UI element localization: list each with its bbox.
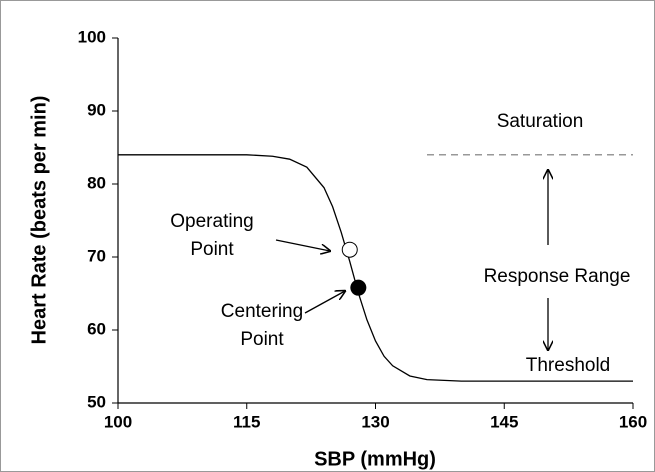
annotation: Saturation <box>497 111 584 132</box>
centering-point <box>350 279 367 296</box>
x-tick-label: 160 <box>619 412 647 431</box>
annotation: Threshold <box>526 355 611 376</box>
annotation: Operating <box>170 211 253 232</box>
y-axis-title: Heart Rate (beats per min) <box>28 96 50 345</box>
y-tick-label: 60 <box>87 319 106 338</box>
arrow <box>275 239 330 251</box>
x-axis-title: SBP (mmHg) <box>314 448 436 470</box>
operating-point <box>341 241 358 258</box>
y-tick-label: 50 <box>87 392 106 411</box>
annotation: Response Range <box>484 266 631 287</box>
y-tick-label: 90 <box>87 100 106 119</box>
x-tick-label: 130 <box>361 412 389 431</box>
x-tick-label: 145 <box>490 412 518 431</box>
annotation: Centering <box>221 301 303 322</box>
annotation: Point <box>240 329 284 350</box>
y-tick-label: 70 <box>87 246 106 265</box>
x-tick-label: 100 <box>104 412 132 431</box>
y-tick-label: 80 <box>87 173 106 192</box>
arrow <box>304 291 345 314</box>
annotation: Point <box>190 239 234 260</box>
x-tick-label: 115 <box>233 412 260 431</box>
y-tick-label: 100 <box>78 27 106 46</box>
curve <box>118 154 633 382</box>
